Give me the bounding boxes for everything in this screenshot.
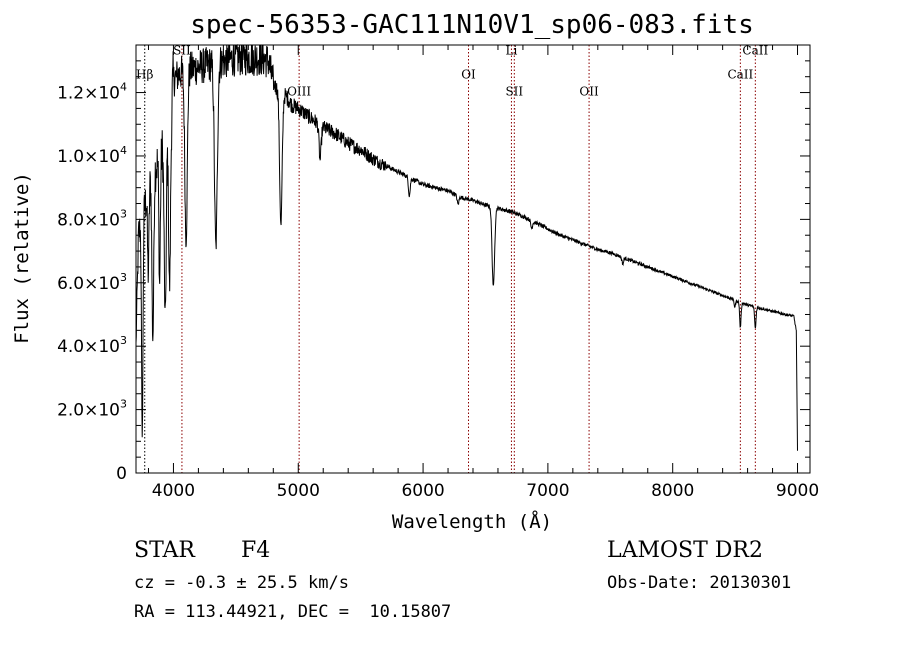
y-tick-label: 6.0×103 [57, 271, 127, 294]
line-label: SII [173, 44, 191, 58]
y-tick-label: 2.0×103 [57, 398, 127, 421]
x-tick-label: 6000 [401, 481, 444, 501]
y-tick-label: 0 [116, 464, 127, 484]
ra-dec-coordinates: RA = 113.44921, DEC = 10.15807 [134, 602, 452, 622]
x-tick-label: 5000 [277, 481, 320, 501]
axis-ticks: 4000 5000 6000 7000 8000 9000 0 2.0×103 4.0×103 6… [57, 45, 819, 501]
line-label: Li [506, 44, 518, 58]
plot-area: Hβ SII OIII OI Li SII OII CaII CaII [135, 44, 798, 473]
line-label: Hβ [136, 67, 153, 81]
line-label: OIII [287, 85, 311, 99]
x-axis-label: Wavelength (Å) [392, 510, 552, 533]
x-tick-label: 4000 [152, 481, 195, 501]
line-label: OI [461, 67, 476, 81]
y-axis-label: Flux (relative) [11, 172, 33, 344]
x-tick-label: 9000 [776, 481, 819, 501]
y-tick-label: 4.0×103 [57, 334, 127, 357]
plot-frame [135, 44, 811, 474]
y-tick-label: 8.0×103 [57, 207, 127, 230]
spectral-subclass: F4 [241, 538, 271, 563]
x-tick-label: 8000 [651, 481, 694, 501]
line-label: CaII [727, 67, 753, 81]
x-tick-label: 7000 [526, 481, 569, 501]
y-tick-label: 1.0×104 [57, 144, 127, 167]
line-label: CaII [742, 44, 768, 58]
line-label: SII [505, 85, 523, 99]
object-type: STAR [134, 538, 195, 563]
observation-date: Obs-Date: 20130301 [607, 573, 792, 593]
spectrum-line [135, 44, 798, 451]
redshift-cz: cz = -0.3 ± 25.5 km/s [134, 573, 349, 593]
line-label: OII [579, 85, 599, 99]
chart-title: spec-56353-GAC111N10V1_sp06-083.fits [190, 10, 754, 40]
survey-name: LAMOST DR2 [607, 538, 763, 563]
y-tick-label: 1.2×104 [57, 81, 127, 104]
